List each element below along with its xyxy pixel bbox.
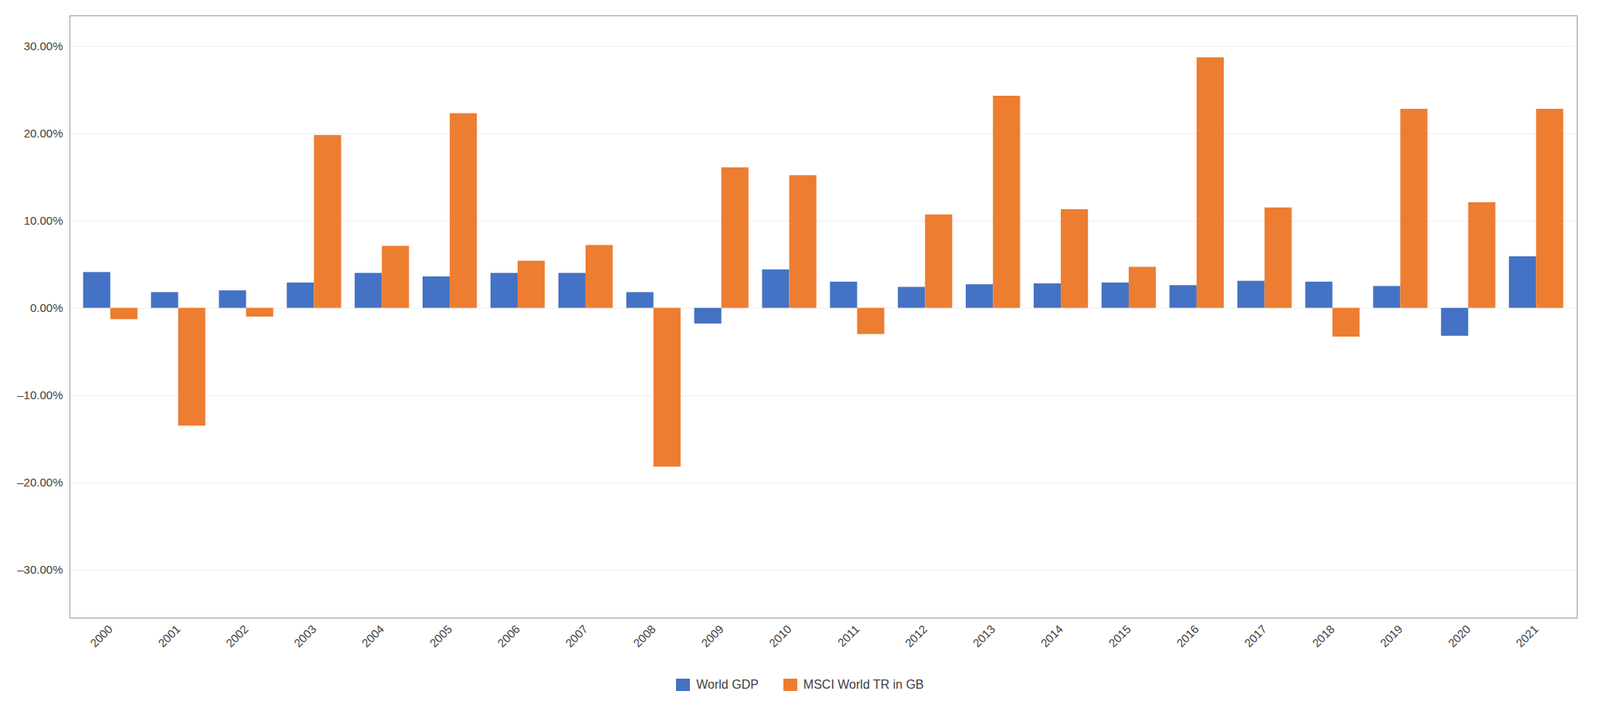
svg-text:2008: 2008 bbox=[630, 622, 659, 651]
svg-text:2002: 2002 bbox=[223, 622, 252, 651]
svg-text:2012: 2012 bbox=[902, 622, 931, 651]
svg-text:–20.00%: –20.00% bbox=[16, 475, 63, 490]
svg-text:2007: 2007 bbox=[562, 622, 591, 651]
svg-text:2009: 2009 bbox=[698, 622, 727, 651]
svg-text:2021: 2021 bbox=[1513, 622, 1542, 651]
svg-text:2000: 2000 bbox=[87, 622, 116, 651]
svg-text:–30.00%: –30.00% bbox=[16, 563, 63, 577]
svg-text:2016: 2016 bbox=[1173, 622, 1202, 651]
svg-text:2013: 2013 bbox=[970, 622, 999, 651]
svg-text:2006: 2006 bbox=[494, 622, 523, 651]
svg-text:0.00%: 0.00% bbox=[30, 301, 64, 315]
svg-text:20.00%: 20.00% bbox=[23, 126, 64, 140]
html-text:MSCI World TR in GB: MSCI World TR in GB bbox=[803, 678, 924, 692]
svg-text:2015: 2015 bbox=[1105, 622, 1134, 651]
svg-text:–10.00%: –10.00% bbox=[16, 388, 63, 402]
svg-text:10.00%: 10.00% bbox=[23, 214, 64, 228]
svg-text:2010: 2010 bbox=[766, 622, 795, 651]
svg-text:2003: 2003 bbox=[291, 622, 320, 651]
svg-text:2011: 2011 bbox=[835, 622, 863, 650]
svg-text:2018: 2018 bbox=[1309, 622, 1338, 651]
svg-text:2005: 2005 bbox=[427, 622, 456, 651]
svg-text:30.00%: 30.00% bbox=[23, 39, 64, 53]
svg-text:2017: 2017 bbox=[1241, 622, 1270, 651]
html-text:World GDP: World GDP bbox=[696, 678, 759, 692]
svg-text:2014: 2014 bbox=[1037, 622, 1066, 651]
svg-text:2020: 2020 bbox=[1445, 622, 1474, 651]
svg-text:2004: 2004 bbox=[359, 622, 388, 651]
svg-text:2001: 2001 bbox=[155, 622, 184, 651]
svg-text:2019: 2019 bbox=[1377, 622, 1406, 651]
